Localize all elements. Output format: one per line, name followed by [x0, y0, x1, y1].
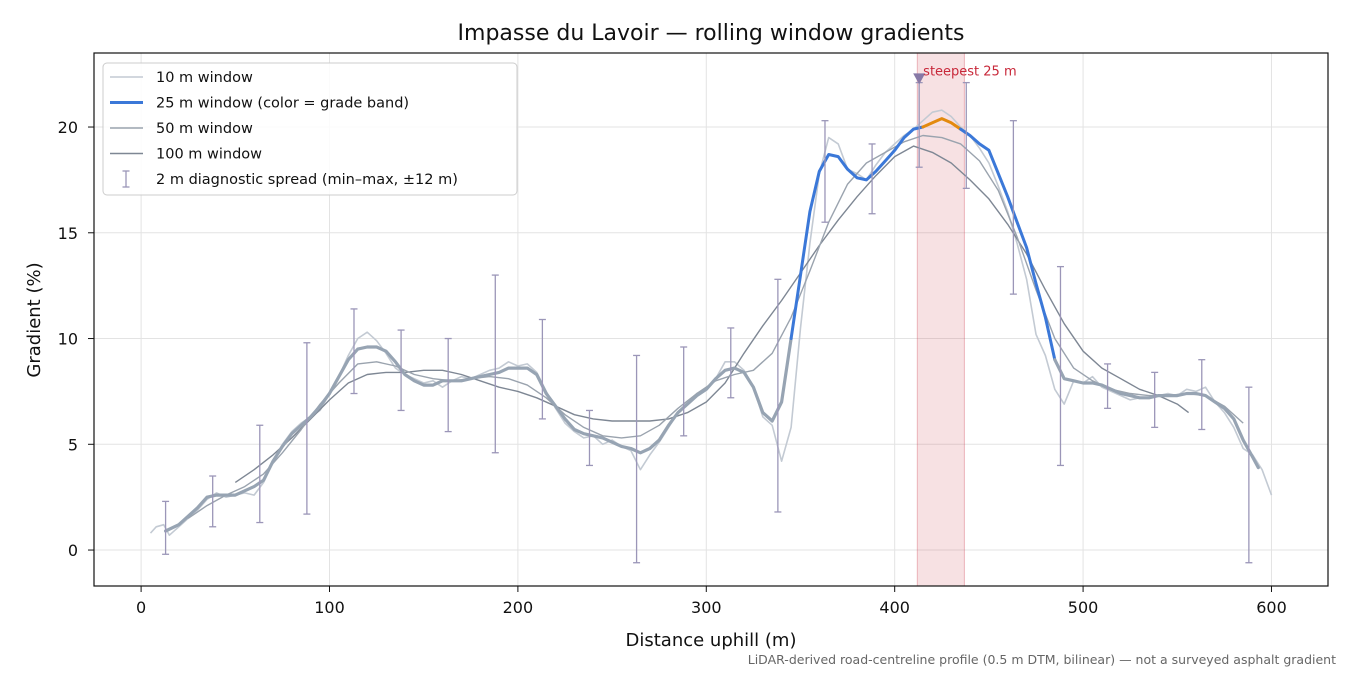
- series-25m-window-mid-band: [789, 125, 925, 340]
- y-tick-label: 0: [68, 541, 78, 560]
- y-tick-label: 5: [68, 435, 78, 454]
- steepest-label: steepest 25 m: [923, 64, 1016, 79]
- diagnostic-spread-errorbars: [162, 81, 1253, 564]
- y-tick-label: 20: [58, 118, 78, 137]
- errorbar: [585, 409, 593, 467]
- legend-label: 25 m window (color = grade band): [156, 96, 409, 112]
- errorbar: [727, 327, 735, 399]
- legend-label: 10 m window: [156, 70, 253, 86]
- errorbar: [1056, 265, 1064, 467]
- errorbar: [868, 143, 876, 215]
- series-100m-window: [234, 145, 1190, 483]
- y-tick-label: 15: [58, 224, 78, 243]
- errorbar: [303, 342, 311, 515]
- x-axis-label: Distance uphill (m): [626, 630, 797, 651]
- y-ticks: 0 5 10 15 20: [58, 118, 94, 560]
- errorbar: [538, 318, 546, 420]
- errorbar: [209, 475, 217, 528]
- legend-label: 2 m diagnostic spread (min–max, ±12 m): [156, 172, 458, 188]
- series-layer: [149, 109, 1273, 536]
- x-tick-label: 300: [691, 598, 722, 617]
- y-axis-label: Gradient (%): [24, 262, 45, 377]
- errorbar: [1104, 363, 1112, 409]
- steepest-marker-triangle: [913, 73, 926, 85]
- x-tick-label: 200: [503, 598, 534, 617]
- errorbar: [397, 329, 405, 412]
- errorbar: [633, 354, 641, 564]
- errorbar: [444, 337, 452, 433]
- errorbar: [256, 424, 264, 524]
- y-tick-label: 10: [58, 330, 78, 349]
- errorbar: [1245, 386, 1253, 564]
- legend-item-10m: 10 m window: [110, 70, 253, 86]
- steepest-highlight: [916, 52, 965, 587]
- errorbar: [350, 308, 358, 395]
- x-tick-label: 400: [879, 598, 910, 617]
- legend-item-100m: 100 m window: [110, 147, 262, 163]
- legend-item-25m: 25 m window (color = grade band): [110, 96, 409, 112]
- legend-label: 50 m window: [156, 121, 253, 137]
- x-tick-label: 0: [136, 598, 146, 617]
- footnote: LiDAR-derived road-centreline profile (0…: [748, 652, 1336, 667]
- legend-item-50m: 50 m window: [110, 121, 253, 137]
- x-tick-label: 100: [314, 598, 345, 617]
- errorbar: [821, 120, 829, 223]
- errorbar: [962, 81, 970, 190]
- errorbar: [1009, 120, 1017, 295]
- series-25m-window-low-band: [1053, 358, 1260, 470]
- chart-title: Impasse du Lavoir — rolling window gradi…: [458, 21, 965, 46]
- legend-box: [102, 62, 518, 196]
- series-25m-window-high-band: [921, 117, 963, 131]
- legend-label: 100 m window: [156, 147, 262, 163]
- plot-frame: [93, 52, 1329, 587]
- x-tick-label: 600: [1256, 598, 1287, 617]
- steepest-marker: steepest 25 m: [913, 64, 1017, 85]
- errorbar: [162, 500, 170, 555]
- errorbar: [491, 274, 499, 454]
- errorbar: [1198, 359, 1206, 431]
- errorbar: [680, 346, 688, 437]
- legend-item-spread: 2 m diagnostic spread (min–max, ±12 m): [122, 170, 458, 188]
- series-25m-window-low-band: [164, 336, 793, 533]
- errorbar: [774, 278, 782, 513]
- series-25m-window-mid-band: [959, 127, 1057, 362]
- x-ticks: 0 100 200 300 400 500 600: [136, 586, 1287, 617]
- legend: 10 m window 25 m window (color = grade ba…: [102, 62, 518, 196]
- errorbar: [1151, 371, 1159, 429]
- x-tick-label: 500: [1068, 598, 1099, 617]
- steepest-band: [916, 52, 965, 587]
